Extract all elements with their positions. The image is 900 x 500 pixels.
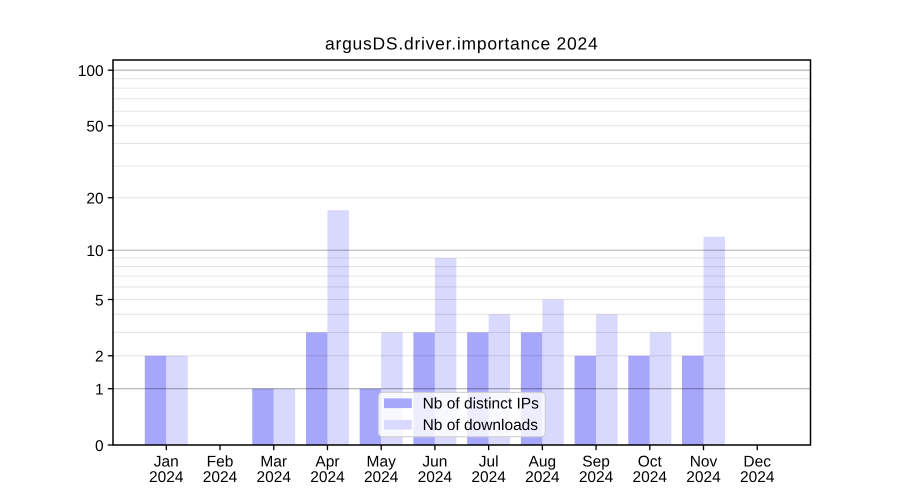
svg-text:20: 20 xyxy=(86,191,104,208)
svg-text:10: 10 xyxy=(86,243,104,260)
svg-text:2024: 2024 xyxy=(149,469,184,486)
svg-text:argusDS.driver.importance 2024: argusDS.driver.importance 2024 xyxy=(325,34,598,54)
svg-text:May: May xyxy=(367,454,397,471)
svg-text:Jul: Jul xyxy=(479,454,499,471)
svg-text:Nb of distinct IPs: Nb of distinct IPs xyxy=(423,396,540,413)
svg-text:100: 100 xyxy=(78,63,104,80)
svg-text:Nb of downloads: Nb of downloads xyxy=(423,417,539,434)
svg-text:1: 1 xyxy=(95,382,104,399)
svg-text:2024: 2024 xyxy=(310,469,345,486)
svg-text:2024: 2024 xyxy=(525,469,560,486)
svg-text:50: 50 xyxy=(86,118,104,135)
svg-text:2024: 2024 xyxy=(364,469,399,486)
svg-text:5: 5 xyxy=(95,292,104,309)
svg-text:2024: 2024 xyxy=(579,469,614,486)
svg-text:Jun: Jun xyxy=(422,454,447,471)
svg-text:2024: 2024 xyxy=(633,469,668,486)
svg-text:2024: 2024 xyxy=(418,469,453,486)
svg-text:2024: 2024 xyxy=(203,469,238,486)
svg-text:2: 2 xyxy=(95,349,104,366)
svg-text:Jan: Jan xyxy=(154,454,179,471)
svg-text:Dec: Dec xyxy=(743,454,771,471)
svg-text:Oct: Oct xyxy=(638,454,663,471)
svg-text:2024: 2024 xyxy=(256,469,291,486)
svg-text:Nov: Nov xyxy=(690,454,718,471)
svg-text:Aug: Aug xyxy=(529,454,557,471)
svg-text:2024: 2024 xyxy=(686,469,721,486)
svg-text:2024: 2024 xyxy=(471,469,506,486)
svg-text:Apr: Apr xyxy=(315,454,339,471)
svg-text:2024: 2024 xyxy=(740,469,775,486)
svg-text:Sep: Sep xyxy=(582,454,610,471)
svg-text:Mar: Mar xyxy=(260,454,287,471)
svg-text:Feb: Feb xyxy=(207,454,234,471)
svg-text:0: 0 xyxy=(95,438,104,455)
